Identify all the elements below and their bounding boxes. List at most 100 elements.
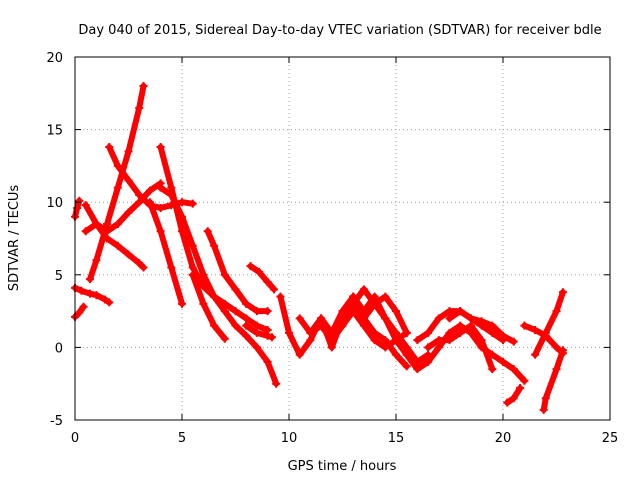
data-point: [242, 314, 251, 323]
x-tick-label: 25: [602, 431, 619, 446]
series-arc11: [188, 270, 229, 343]
y-tick-label: 0: [55, 341, 63, 356]
data-point: [178, 198, 186, 207]
data-point: [252, 307, 261, 316]
data-point: [220, 270, 229, 279]
data-point: [456, 321, 465, 330]
data-point: [509, 337, 518, 346]
data-point: [92, 256, 101, 265]
data-point: [103, 227, 112, 236]
data-point: [231, 321, 240, 330]
data-point: [499, 357, 507, 366]
data-point: [188, 199, 197, 208]
data-point: [263, 331, 272, 340]
series-line: [328, 308, 410, 351]
data-point: [156, 183, 165, 192]
data-point: [242, 331, 251, 340]
data-point: [103, 234, 112, 243]
data-point: [381, 336, 390, 345]
data-point: [424, 328, 433, 337]
data-point: [242, 321, 251, 330]
data-point: [272, 379, 281, 388]
data-point: [124, 176, 133, 185]
data-point: [81, 227, 90, 236]
data-point: [466, 321, 475, 330]
data-point: [466, 314, 475, 323]
series-arc19: [349, 292, 411, 337]
data-point: [79, 302, 88, 311]
data-point: [531, 350, 540, 359]
series-arc18: [327, 307, 411, 352]
x-tick-label: 10: [281, 431, 298, 446]
data-point: [167, 183, 176, 192]
data-point: [92, 291, 101, 300]
data-point: [188, 270, 197, 279]
data-point: [477, 336, 486, 345]
data-point: [139, 82, 148, 91]
data-point: [327, 336, 336, 345]
data-point: [520, 321, 529, 330]
data-point: [270, 285, 279, 294]
y-tick-label: 15: [46, 124, 63, 139]
data-point: [539, 405, 548, 414]
series-line: [350, 293, 410, 336]
data-point: [381, 343, 390, 352]
data-point: [139, 263, 148, 272]
data-point: [424, 343, 433, 352]
data-point: [231, 285, 240, 294]
data-point: [145, 198, 154, 207]
data-point: [92, 219, 101, 228]
data-point: [306, 328, 315, 337]
x-tick-label: 20: [495, 431, 512, 446]
data-point: [113, 183, 122, 192]
series-line: [146, 199, 185, 307]
series-arc10: [145, 198, 186, 308]
x-axis-label: GPS time / hours: [288, 459, 397, 474]
data-point: [210, 241, 219, 250]
data-point: [103, 219, 112, 228]
series-line: [189, 271, 228, 342]
data-point: [81, 201, 90, 210]
data-point: [445, 307, 454, 316]
data-point: [488, 321, 497, 330]
data-point: [509, 365, 518, 374]
series-arc15: [276, 292, 411, 371]
data-point: [516, 384, 525, 393]
data-point: [424, 357, 433, 366]
chart-title: Day 040 of 2015, Sidereal Day-to-day VTE…: [78, 23, 601, 38]
data-point: [252, 321, 261, 330]
data-point: [178, 299, 186, 308]
plot-frame: [74, 56, 611, 421]
data-point: [156, 227, 165, 236]
data-point: [203, 227, 212, 236]
series-arc23: [445, 307, 518, 346]
data-point: [113, 219, 122, 228]
data-point: [105, 143, 114, 152]
data-point: [434, 343, 443, 352]
y-axis-label: SDTVAR / TECUs: [7, 185, 22, 292]
data-point: [295, 314, 304, 323]
series-arc4: [85, 82, 148, 284]
data-point: [178, 212, 186, 221]
series-arc5: [81, 201, 148, 272]
data-point: [124, 208, 133, 217]
data-point: [199, 270, 208, 279]
data-point: [124, 250, 133, 259]
data-point: [488, 328, 497, 337]
grid: [75, 57, 610, 420]
data-point: [370, 336, 379, 345]
data-point: [145, 186, 154, 195]
data-point: [246, 262, 255, 271]
data-point: [263, 278, 272, 287]
data-point: [252, 328, 261, 337]
series-line: [532, 289, 566, 358]
data-point: [285, 328, 293, 337]
data-point: [75, 308, 84, 317]
data-series: [71, 82, 567, 414]
data-point: [359, 321, 368, 330]
data-point: [220, 334, 229, 343]
x-tick-label: 5: [178, 431, 186, 446]
data-point: [370, 299, 379, 308]
data-point: [552, 343, 561, 352]
